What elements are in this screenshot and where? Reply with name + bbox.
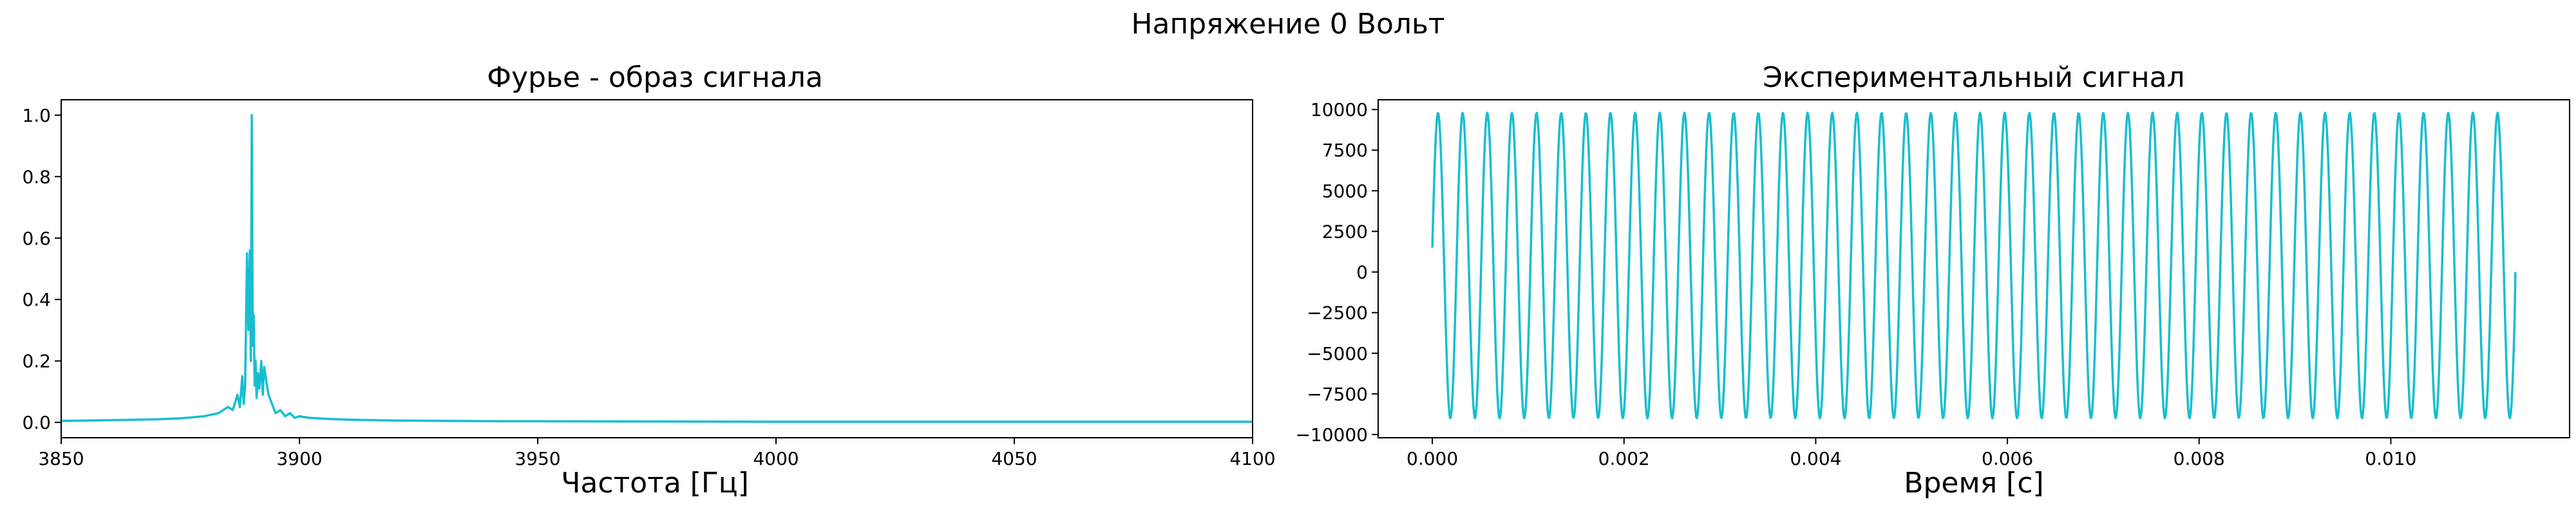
- signal-y-tick-label: 10000: [1311, 99, 1368, 120]
- signal-y-tick-label: 2500: [1322, 221, 1368, 242]
- signal-x-tick-label: 0.004: [1790, 448, 1841, 469]
- fourier-x-tick-label: 4050: [991, 448, 1037, 469]
- fourier-x-ticks: 3850 3900 3950 4000 4050 4100: [38, 438, 1276, 469]
- signal-x-tick-label: 0.002: [1598, 448, 1650, 469]
- signal-y-ticks: −10000 −7500 −5000 −2500 0 2500 5000 7500 10000: [1295, 99, 1378, 445]
- signal-y-tick-label: 0: [1356, 262, 1368, 283]
- signal-y-tick-label: −7500: [1307, 384, 1368, 405]
- signal-x-tick-label: 0.000: [1406, 448, 1458, 469]
- fourier-y-ticks: 0.0 0.2 0.4 0.6 0.8 1.0: [22, 105, 61, 433]
- fourier-spectrum-panel: Фурье - образ сигнала 3850 3900 3950 4000 40…: [22, 61, 1275, 500]
- fourier-y-tick-label: 1.0: [22, 105, 51, 126]
- fourier-y-tick-label: 0.0: [22, 412, 51, 433]
- signal-y-tick-label: 7500: [1322, 140, 1368, 161]
- fourier-x-tick-label: 4000: [753, 448, 799, 469]
- fourier-x-tick-label: 3900: [276, 448, 322, 469]
- signal-y-tick-label: 5000: [1322, 180, 1368, 201]
- fourier-y-tick-label: 0.6: [22, 228, 51, 249]
- fourier-series-line: [61, 114, 1253, 423]
- signal-y-tick-label: −2500: [1307, 303, 1368, 324]
- signal-series-line: [1431, 111, 2517, 420]
- signal-axes-frame: [1378, 99, 2570, 438]
- fourier-y-tick-label: 0.2: [22, 351, 51, 372]
- fourier-x-tick-label: 4100: [1229, 448, 1275, 469]
- fourier-axes-frame: [61, 99, 1253, 438]
- signal-x-ticks: 0.000 0.002 0.004 0.006 0.008 0.010: [1406, 438, 2417, 469]
- fourier-panel-title: Фурье - образ сигнала: [487, 61, 823, 94]
- signal-plot-area: [1431, 111, 2517, 420]
- fourier-y-tick-label: 0.8: [22, 166, 51, 187]
- signal-x-tick-label: 0.008: [2174, 448, 2225, 469]
- fourier-x-axis-label: Частота [Гц]: [561, 467, 749, 500]
- figure-suptitle: Напряжение 0 Вольт: [1131, 8, 1444, 41]
- fourier-x-tick-label: 3950: [515, 448, 560, 469]
- signal-panel-title: Экспериментальный сигнал: [1763, 61, 2184, 94]
- fourier-x-tick-label: 3850: [38, 448, 84, 469]
- experimental-signal-panel: Экспериментальный сигнал 0.000 0.002 0.004…: [1295, 61, 2570, 500]
- signal-y-tick-label: −10000: [1295, 424, 1368, 445]
- signal-x-tick-label: 0.010: [2365, 448, 2416, 469]
- fourier-plot-area: [61, 114, 1253, 423]
- signal-x-axis-label: Время [с]: [1904, 467, 2043, 500]
- signal-y-tick-label: −5000: [1307, 343, 1368, 364]
- signal-x-tick-label: 0.006: [1982, 448, 2033, 469]
- fourier-y-tick-label: 0.4: [22, 289, 51, 310]
